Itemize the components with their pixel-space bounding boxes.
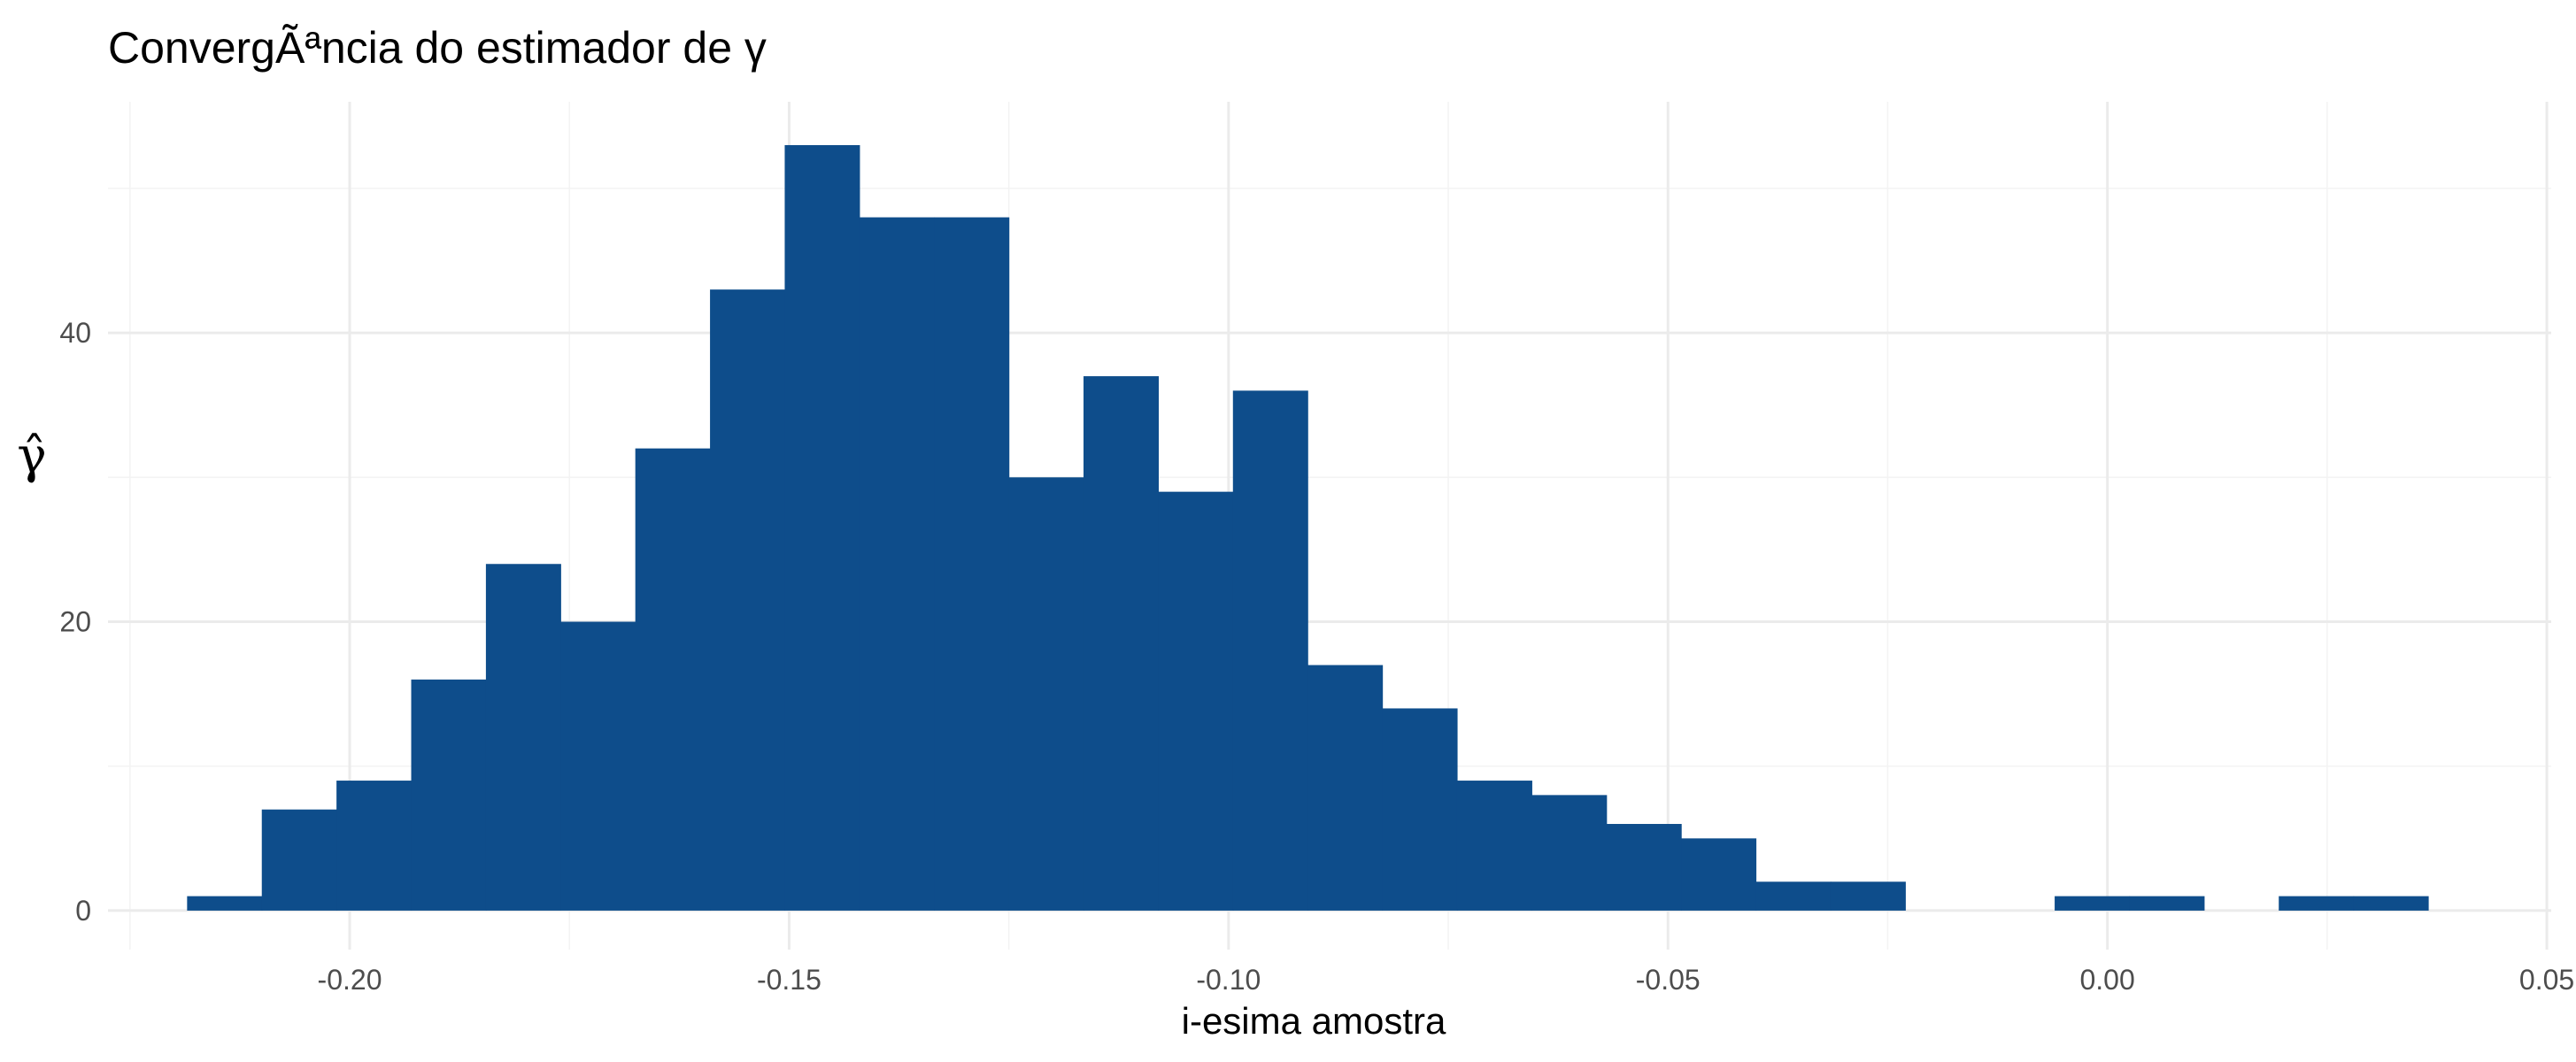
histogram-bar-7: [710, 289, 786, 911]
histogram-bar-16: [1382, 708, 1458, 911]
histogram-bar-8: [784, 144, 860, 911]
histogram-bar-15: [1307, 665, 1384, 911]
histogram-bar-5: [560, 621, 636, 911]
histogram-bar-14: [1232, 390, 1308, 911]
x-tick-label: -0.15: [757, 964, 821, 996]
x-tick-label: -0.20: [318, 964, 382, 996]
histogram-bar-25: [2055, 896, 2131, 911]
histogram-bar-18: [1531, 795, 1608, 911]
histogram-bar-12: [1084, 376, 1160, 911]
histogram-bar-9: [859, 217, 935, 911]
histogram-bar-22: [1830, 881, 1906, 911]
histogram-bar-28: [2279, 896, 2355, 911]
y-tick-label: 40: [59, 317, 91, 349]
y-axis-label: γ̂: [17, 427, 46, 485]
histogram-bar-3: [411, 679, 487, 911]
histogram-bar-17: [1456, 781, 1532, 911]
histogram-bar-20: [1681, 838, 1757, 911]
histogram-bar-6: [635, 448, 711, 911]
chart-title: ConvergÃªncia do estimador de γ: [108, 23, 767, 73]
histogram-bar-10: [934, 217, 1010, 911]
histogram-bar-19: [1606, 824, 1682, 911]
histogram-bar-2: [336, 781, 413, 911]
x-axis-label: i-esima amostra: [1182, 1000, 1446, 1042]
histogram-bar-29: [2353, 896, 2429, 911]
x-tick-label: 0.05: [2519, 964, 2574, 996]
histogram-bar-21: [1755, 881, 1832, 911]
histogram-bar-1: [261, 809, 337, 911]
y-tick-label: 20: [59, 606, 91, 638]
x-tick-label: 0.00: [2079, 964, 2134, 996]
bars: [187, 144, 2429, 911]
histogram-bar-26: [2129, 896, 2205, 911]
histogram-bar-0: [187, 896, 263, 911]
histogram-bar-4: [485, 564, 561, 911]
histogram-bar-11: [1008, 477, 1084, 911]
x-tick-label: -0.05: [1636, 964, 1701, 996]
x-tick-label: -0.10: [1196, 964, 1261, 996]
histogram-bar-13: [1158, 491, 1234, 911]
axis-ticks: -0.20 -0.15 -0.10 -0.05 0.00 0.05 0 20 40: [59, 317, 2574, 996]
y-tick-label: 0: [75, 895, 91, 927]
